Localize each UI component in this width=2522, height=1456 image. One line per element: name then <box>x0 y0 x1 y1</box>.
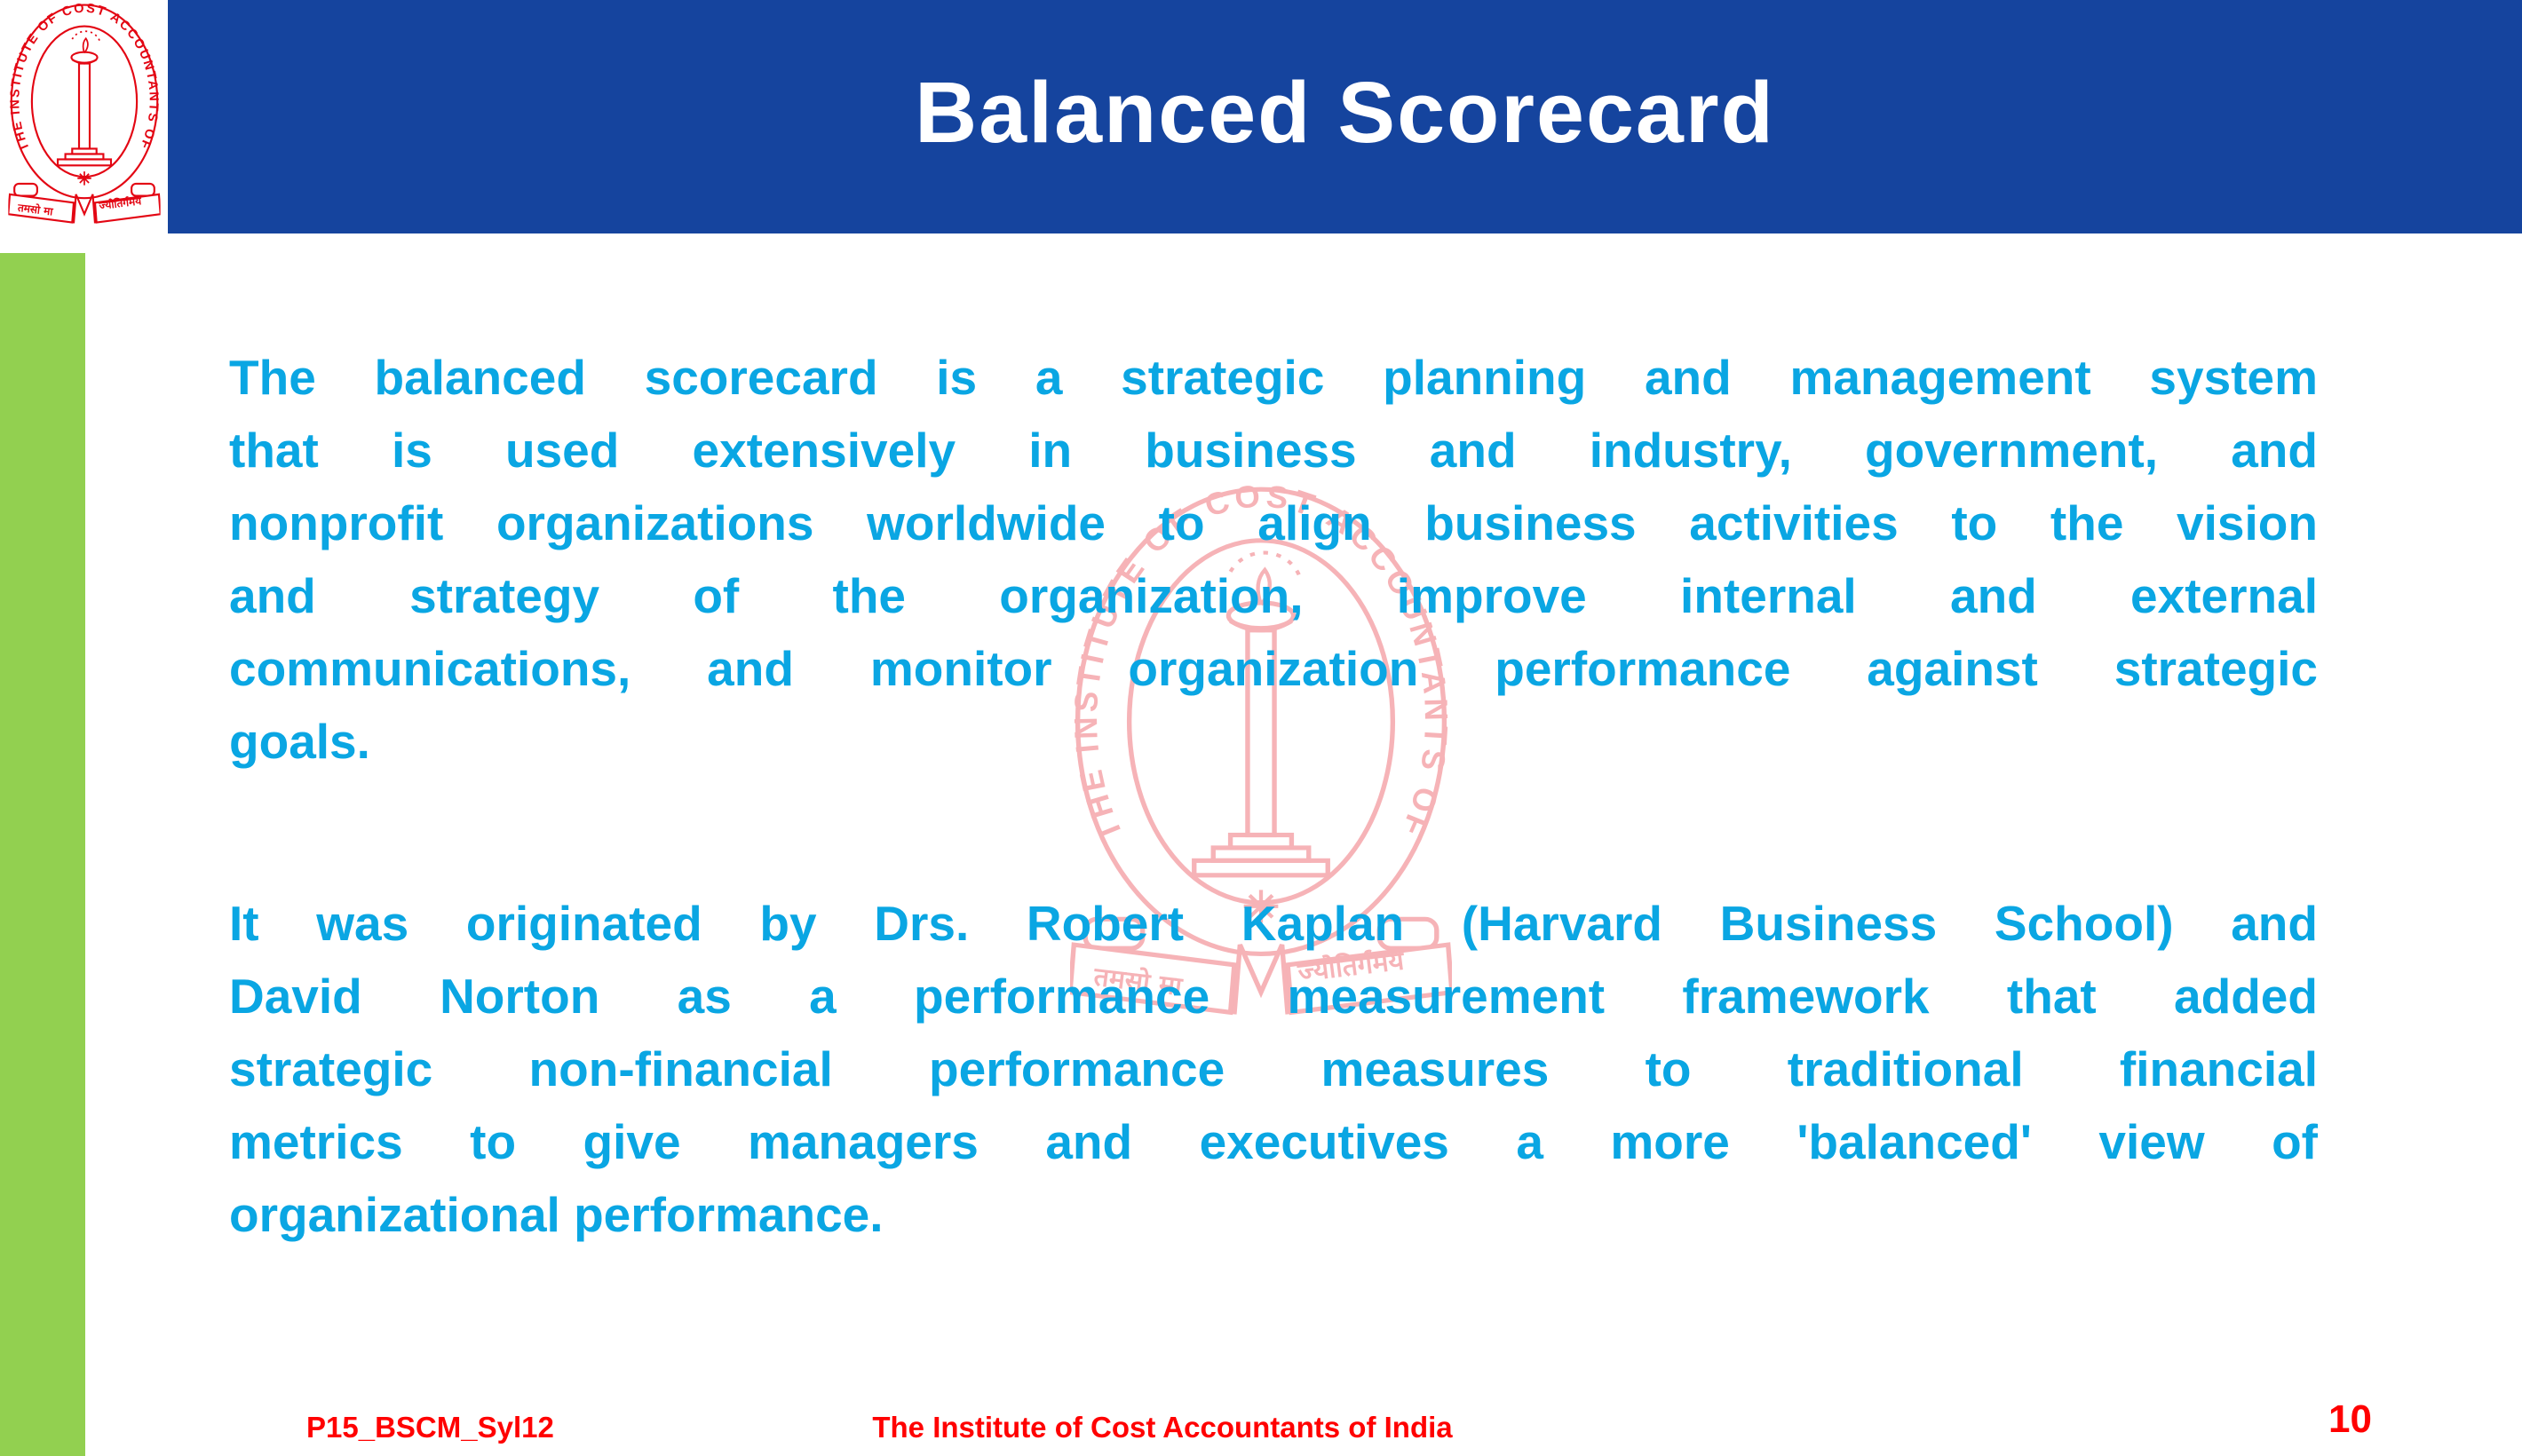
slide-title: Balanced Scorecard <box>915 63 1775 161</box>
footer-institute-name: The Institute of Cost Accountants of Ind… <box>872 1411 1453 1444</box>
text-line: goals. <box>229 714 370 769</box>
footer-course-code: P15_BSCM_Syl12 <box>306 1411 554 1444</box>
page-number: 10 <box>2328 1397 2372 1441</box>
text-line: The balanced scorecard is a strategic pl… <box>229 350 2318 405</box>
text-line: organizational performance. <box>229 1187 884 1242</box>
institute-logo <box>0 0 168 233</box>
text-line: communications, and monitor organization… <box>229 641 2318 696</box>
text-line: strategic non-financial performance meas… <box>229 1041 2318 1096</box>
icai-seal-icon <box>8 3 161 231</box>
text-line: and strategy of the organization, improv… <box>229 568 2318 623</box>
text-line: metrics to give managers and executives … <box>229 1114 2318 1169</box>
text-line: nonprofit organizations worldwide to ali… <box>229 495 2318 550</box>
title-banner: Balanced Scorecard <box>168 0 2522 233</box>
body-paragraph-2: It was originated by Drs. Robert Kaplan … <box>229 887 2318 1251</box>
text-line: David Norton as a performance measuremen… <box>229 969 2318 1024</box>
text-line: that is used extensively in business and… <box>229 423 2318 478</box>
green-accent-stripe <box>0 253 85 1456</box>
text-line: It was originated by Drs. Robert Kaplan … <box>229 896 2318 951</box>
body-paragraph-1: The balanced scorecard is a strategic pl… <box>229 341 2318 778</box>
